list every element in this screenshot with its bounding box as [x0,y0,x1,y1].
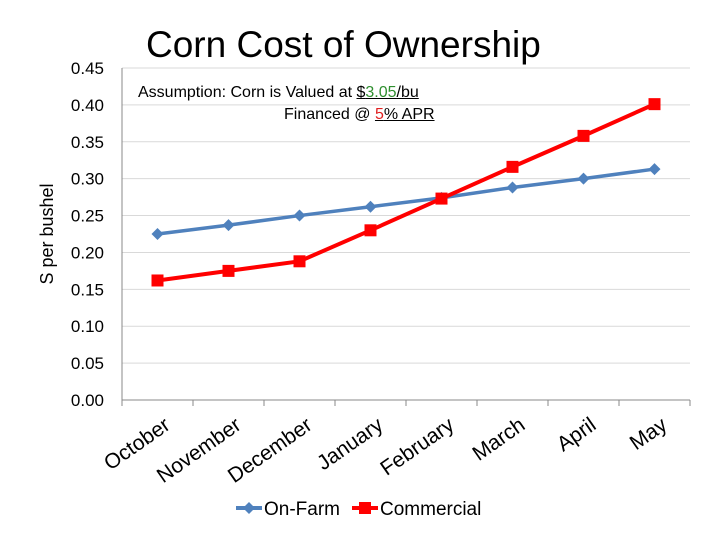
y-axis-label: S per bushel [37,183,57,284]
assumption-line-1: Assumption: Corn is Valued at $3.05/bu [138,84,419,102]
data-point-commercial [435,192,448,205]
data-point-on-farm [151,228,164,240]
x-tick-label: May [626,413,672,455]
data-point-on-farm [222,219,235,232]
x-tick-label: April [553,413,601,456]
legend-label: On-Farm [264,499,340,520]
series-line-commercial [157,102,656,283]
data-point-commercial [364,224,377,237]
data-point-commercial [577,129,590,142]
assumption-line-2: Financed @ 5% APR [284,106,435,124]
data-point-on-farm [577,172,590,185]
x-tick-label: March [468,413,529,465]
data-point-commercial [222,264,235,277]
data-point-commercial [151,274,164,287]
y-tick-label: 0.05 [71,354,104,373]
y-tick-label: 0.45 [71,59,104,78]
series-line-on-farm [157,167,655,236]
legend-marker-on-farm [243,502,255,514]
y-tick-label: 0.20 [71,243,104,262]
data-point-commercial [293,255,306,268]
y-tick-label: 0.10 [71,317,104,336]
data-point-on-farm [648,163,661,176]
x-tick-label: January [313,413,388,475]
y-tick-label: 0.25 [71,207,104,226]
data-point-on-farm [364,200,377,213]
financed-prefix: Financed @ [284,106,375,123]
data-point-commercial [648,98,661,111]
y-tick-label: 0.00 [71,391,104,410]
y-tick-label: 0.30 [71,170,104,189]
data-point-on-farm [293,209,306,222]
y-tick-label: 0.15 [71,280,104,299]
y-tick-label: 0.40 [71,96,104,115]
corn-price: $3.05/bu [356,84,419,101]
x-tick-label: February [376,413,458,480]
assumption-prefix: Assumption: Corn is Valued at [138,84,357,101]
interest-rate: 5% APR [374,106,435,123]
chart-title: Corn Cost of Ownership [146,24,541,65]
data-point-on-farm [506,181,519,194]
data-point-commercial [506,160,519,173]
legend-marker-commercial [359,502,371,514]
legend-label: Commercial [380,499,481,520]
y-tick-label: 0.35 [71,133,104,152]
